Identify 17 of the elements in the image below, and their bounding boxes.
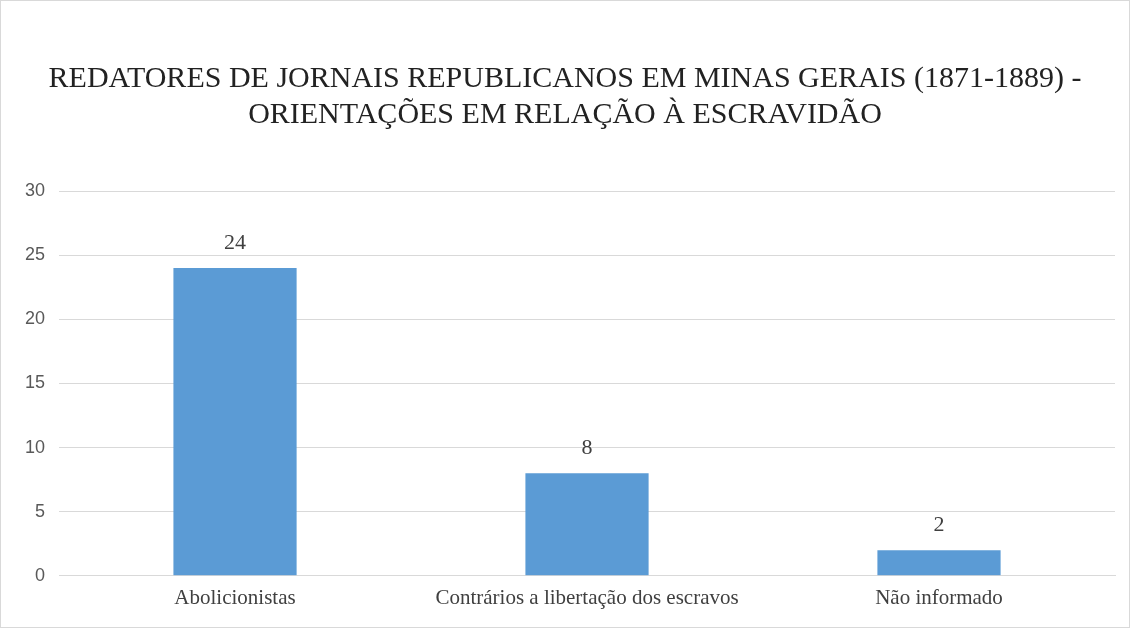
y-tick-label: 0 (35, 564, 46, 585)
data-label: 24 (224, 228, 247, 254)
y-tick-label: 25 (24, 244, 46, 265)
bar (525, 473, 649, 576)
y-tick-label: 15 (24, 372, 46, 393)
y-tick-label: 20 (24, 308, 46, 329)
x-tick-label: Abolicionistas (174, 584, 296, 609)
data-label: 2 (933, 510, 945, 536)
x-tick-label: Não informado (875, 584, 1003, 609)
y-tick-label: 30 (24, 179, 46, 200)
bar (877, 550, 1001, 576)
chart-title: REDATORES DE JORNAIS REPUBLICANOS EM MINAS GERAIS (1871-1889) - ORIENTAÇÕES EM RELAÇÃO À ESCRAVIDÃO (47, 59, 1083, 131)
x-tick-label: Contrários a libertação dos escravos (435, 584, 739, 609)
bar (173, 267, 297, 576)
y-tick-label: 10 (24, 436, 46, 457)
data-label: 8 (581, 433, 593, 459)
y-tick-label: 5 (35, 500, 46, 521)
